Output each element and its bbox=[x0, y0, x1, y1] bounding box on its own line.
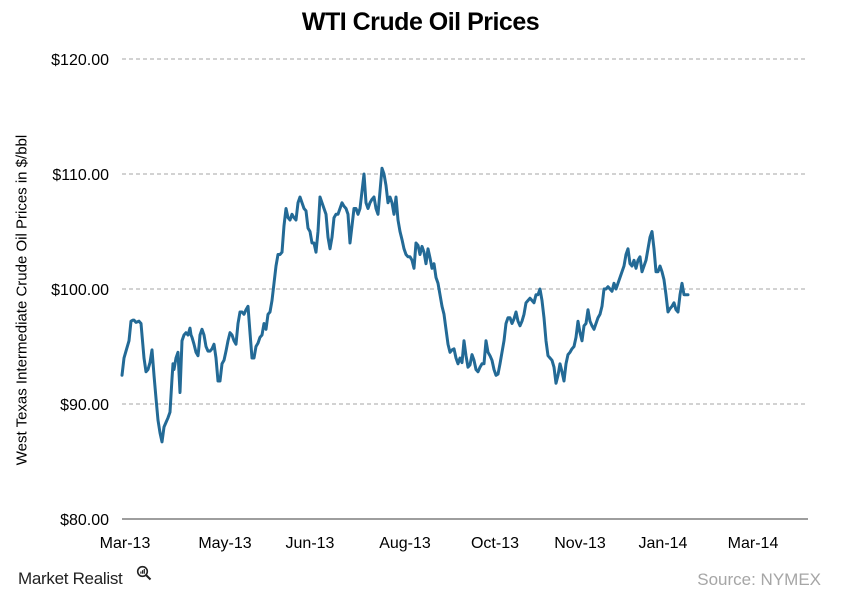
x-tick-label: Jun-13 bbox=[286, 535, 335, 552]
price-line-series bbox=[120, 166, 690, 444]
y-axis-ticks: $80.00 $90.00 $100.00 $110.00 $120.00 bbox=[51, 52, 109, 529]
x-tick-label: Oct-13 bbox=[471, 535, 519, 552]
y-tick-label: $110.00 bbox=[52, 167, 109, 184]
magnifier-chart-icon bbox=[136, 565, 152, 581]
chart-title: WTI Crude Oil Prices bbox=[301, 8, 540, 36]
x-tick-label: Mar-13 bbox=[100, 535, 151, 552]
x-tick-label: Jan-14 bbox=[639, 535, 688, 552]
x-tick-label: May-13 bbox=[198, 535, 251, 552]
x-tick-label: Mar-14 bbox=[728, 535, 779, 552]
gridlines bbox=[122, 58, 808, 405]
x-axis-ticks: Mar-13 May-13 Jun-13 Aug-13 Oct-13 Nov-13 Jan-… bbox=[100, 535, 779, 552]
x-tick-label: Aug-13 bbox=[379, 535, 431, 552]
y-tick-label: $100.00 bbox=[51, 282, 109, 299]
x-tick-label: Nov-13 bbox=[554, 535, 606, 552]
y-tick-label: $120.00 bbox=[51, 52, 109, 69]
source-note: Source: NYMEX bbox=[697, 570, 821, 589]
y-tick-label: $90.00 bbox=[60, 397, 109, 414]
brand-logo-text: Market Realist bbox=[18, 569, 123, 588]
y-tick-label: $80.00 bbox=[60, 512, 109, 529]
